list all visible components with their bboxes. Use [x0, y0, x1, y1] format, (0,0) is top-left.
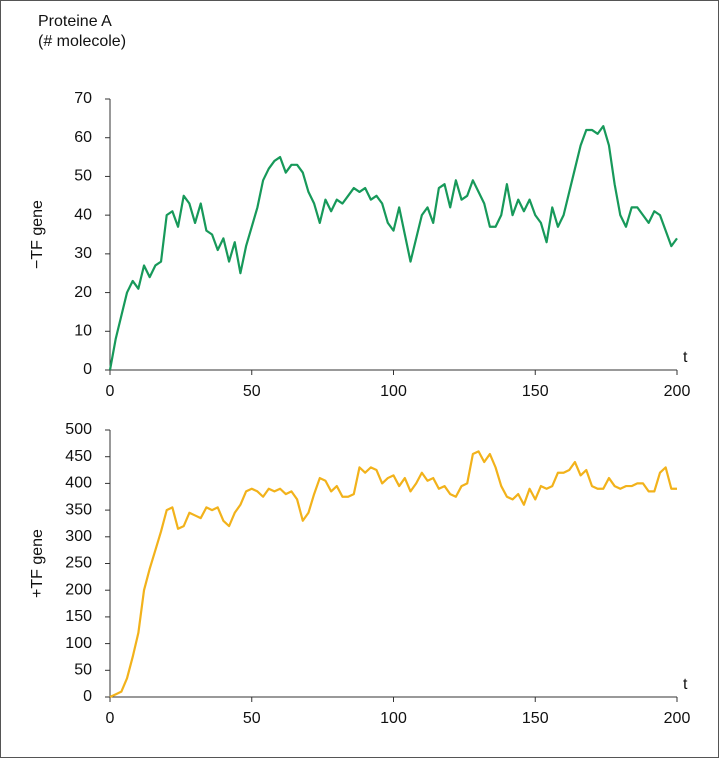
x-tick-label: 200: [664, 710, 691, 727]
x-tick-label: 150: [522, 710, 549, 727]
y-axis-subtitle: (# molecole): [38, 33, 126, 50]
y-tick-label: 250: [65, 555, 92, 572]
y-tick-label: 40: [74, 206, 92, 223]
y-tick-label: 60: [74, 129, 92, 146]
y-tick-label: 500: [65, 421, 92, 438]
x-tick-label: 50: [243, 383, 261, 400]
y-tick-label: 50: [74, 662, 92, 679]
y-tick-label: 0: [83, 688, 92, 705]
x-tick-label: 50: [243, 710, 261, 727]
y-tick-label: 350: [65, 501, 92, 518]
y-tick-label: 150: [65, 608, 92, 625]
y-tick-label: 200: [65, 581, 92, 598]
x-axis-label: t: [683, 349, 688, 366]
y-tick-label: 10: [74, 323, 92, 340]
y-tick-label: 400: [65, 475, 92, 492]
y-axis-label: +TF gene: [29, 529, 46, 598]
x-tick-label: 100: [380, 710, 407, 727]
x-tick-label: 200: [664, 383, 691, 400]
x-tick-label: 0: [106, 710, 115, 727]
y-tick-label: 70: [74, 90, 92, 107]
y-tick-label: 0: [83, 361, 92, 378]
x-tick-label: 0: [106, 383, 115, 400]
data-line: [109, 450, 677, 698]
x-tick-label: 100: [380, 383, 407, 400]
x-axis-label: t: [683, 676, 688, 693]
y-axis-title: Proteine A: [38, 13, 112, 30]
y-tick-label: 450: [65, 448, 92, 465]
y-tick-label: 50: [74, 168, 92, 185]
y-axis-label: −TF gene: [29, 200, 46, 269]
y-tick-label: 30: [74, 245, 92, 262]
y-tick-label: 20: [74, 284, 92, 301]
x-tick-label: 150: [522, 383, 549, 400]
data-line: [108, 125, 678, 371]
y-tick-label: 100: [65, 635, 92, 652]
y-tick-label: 300: [65, 528, 92, 545]
